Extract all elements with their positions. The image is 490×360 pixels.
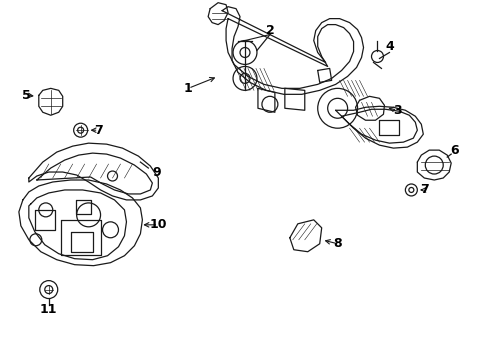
Text: 10: 10 bbox=[149, 218, 167, 231]
Text: 5: 5 bbox=[23, 89, 31, 102]
Text: 8: 8 bbox=[333, 237, 342, 250]
Text: 4: 4 bbox=[385, 40, 394, 53]
Text: 11: 11 bbox=[40, 303, 57, 316]
Text: 7: 7 bbox=[420, 184, 429, 197]
Text: 7: 7 bbox=[94, 124, 103, 137]
Text: 1: 1 bbox=[184, 82, 193, 95]
Text: 9: 9 bbox=[152, 166, 161, 179]
Text: 6: 6 bbox=[450, 144, 459, 157]
Text: 3: 3 bbox=[393, 104, 402, 117]
Text: 2: 2 bbox=[266, 24, 274, 37]
